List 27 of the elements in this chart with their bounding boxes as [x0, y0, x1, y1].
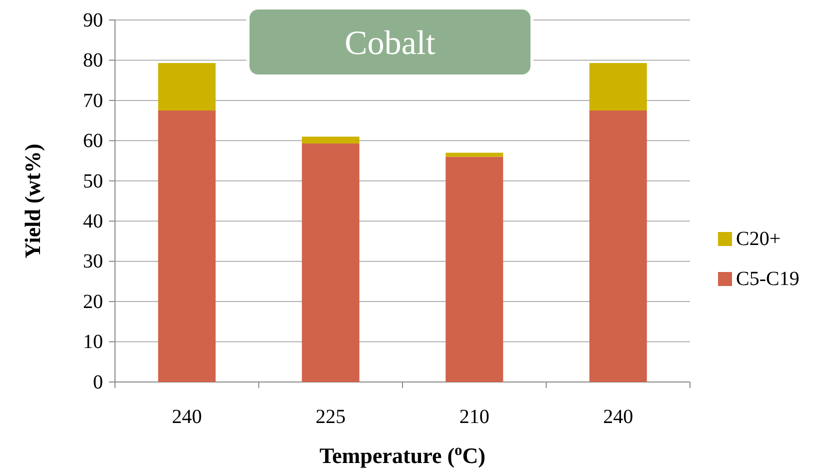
legend-label: C5-C19: [736, 268, 800, 290]
bar: [589, 63, 647, 110]
y-tick-label: 40: [83, 210, 103, 233]
y-tick-label: 70: [83, 90, 103, 112]
x-tick-label: 225: [316, 406, 346, 428]
bar: [158, 63, 216, 110]
x-tick-label: 240: [603, 406, 634, 428]
y-axis-title: Yield (wt%): [20, 144, 45, 258]
chart-title: Cobalt: [344, 25, 436, 62]
bar: [446, 156, 504, 382]
legend-label: C20+: [736, 228, 781, 250]
y-tick-label: 30: [83, 250, 103, 273]
bar: [302, 143, 360, 382]
x-axis-title: Temperature ($^{o}$C): [320, 442, 486, 468]
y-tick-label: 90: [83, 9, 103, 32]
bar: [302, 136, 360, 144]
y-tick-label: 0: [93, 371, 103, 394]
y-tick-label: 10: [83, 331, 103, 354]
y-tick-label: 20: [83, 290, 103, 313]
y-tick-label: 60: [83, 130, 103, 152]
bar: [158, 110, 216, 382]
y-tick-label: 80: [83, 50, 103, 72]
y-tick-label: 50: [83, 170, 103, 192]
bar: [446, 152, 504, 157]
x-tick-label: 210: [459, 406, 490, 428]
bar: [589, 110, 647, 382]
x-tick-label: 240: [172, 406, 202, 428]
